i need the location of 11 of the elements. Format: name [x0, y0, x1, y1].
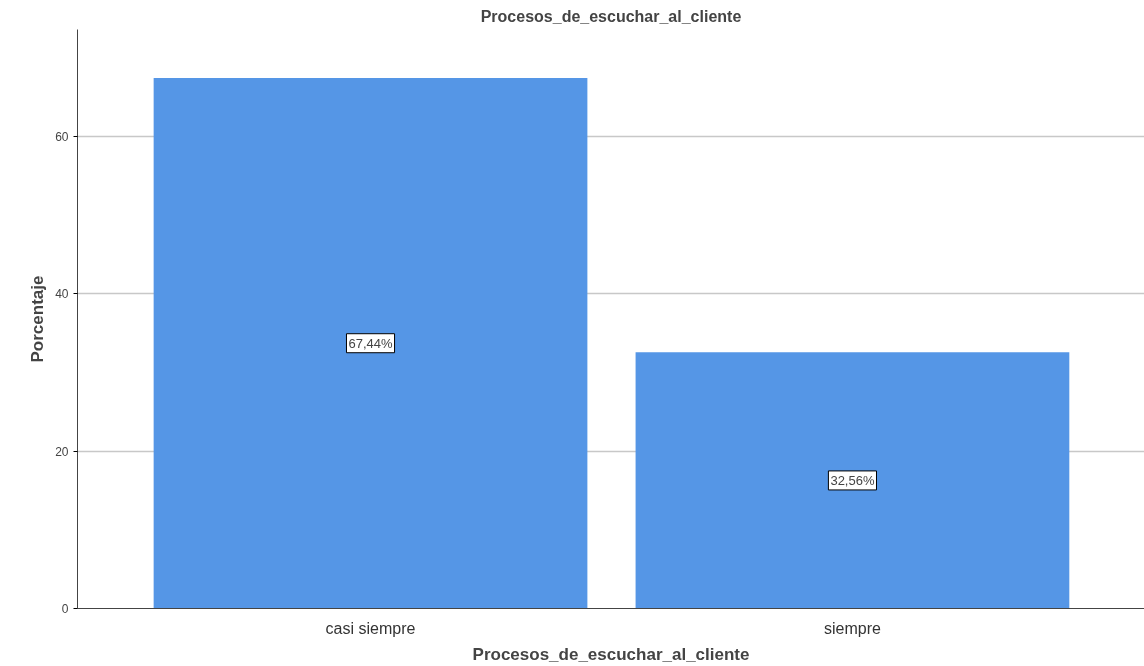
y-tick-label: 60	[55, 129, 69, 144]
x-tick-label: casi siempre	[325, 619, 416, 637]
y-axis-title: Porcentaje	[28, 275, 48, 363]
y-tick-label: 20	[55, 444, 69, 459]
data-label: 32,56%	[830, 472, 875, 488]
chart-title: Procesos_de_escuchar_al_cliente	[480, 7, 742, 25]
data-label: 67,44%	[348, 335, 393, 351]
x-axis-title: Procesos_de_escuchar_al_cliente	[472, 644, 750, 664]
y-tick-label: 0	[61, 602, 69, 616]
x-tick-label: siempre	[824, 619, 881, 637]
y-tick-label: 40	[55, 287, 69, 302]
